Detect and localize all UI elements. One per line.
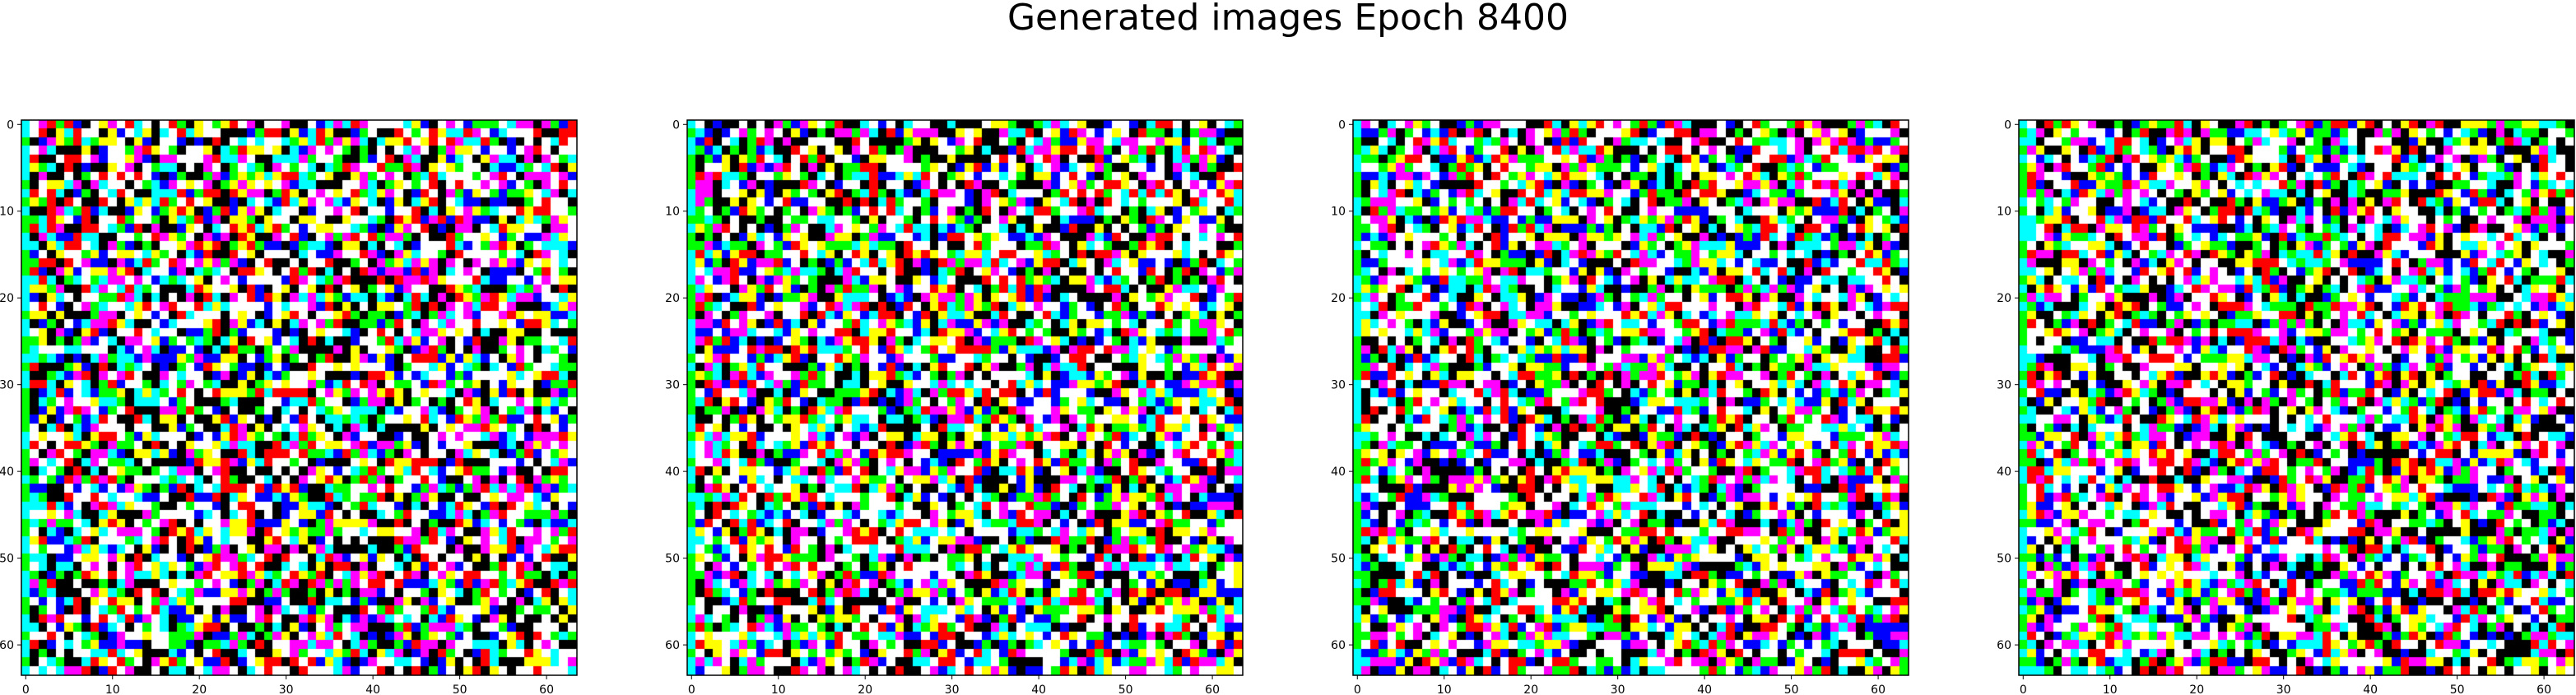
y-tick-label: 60 [1331,639,1346,652]
y-tick-label: 0 [2004,118,2011,132]
x-tick-label: 20 [2189,683,2204,695]
figure-title: Generated images Epoch 8400 [1007,0,1569,39]
x-tick-label: 40 [1031,683,1046,695]
x-tick-label: 30 [2276,683,2291,695]
x-tick-label: 50 [1784,683,1799,695]
x-tick-label: 20 [858,683,872,695]
image-panel-3: 0 10 20 30 40 50 60 0 10 20 30 40 50 60 [1331,118,1909,695]
x-tick-label: 0 [688,683,695,695]
x-tick-label: 10 [771,683,786,695]
y-tick-label: 40 [0,466,14,479]
axes-frame [686,119,1244,676]
image-panel-4: 0 10 20 30 40 50 60 0 10 20 30 40 50 60 [1997,118,2575,695]
y-tick-label: 10 [1997,206,2011,219]
axes-frame [2018,119,2575,676]
image-panel-1: 0 10 20 30 40 50 60 0 10 20 30 40 50 60 [0,118,578,695]
x-tick-label: 30 [945,683,960,695]
y-tick-label: 10 [1331,206,1346,219]
y-tick-label: 10 [0,206,14,219]
y-tick-label: 50 [665,553,680,566]
y-tick-label: 50 [0,553,14,566]
x-tick-label: 10 [105,683,120,695]
y-tick-label: 30 [665,379,680,392]
x-tick-label: 40 [1697,683,1712,695]
y-tick-label: 60 [665,639,680,652]
x-tick-label: 20 [1523,683,1538,695]
x-tick-label: 50 [453,683,467,695]
y-tick-label: 20 [1997,292,2011,305]
x-tick-label: 50 [1118,683,1133,695]
x-tick-label: 0 [1354,683,1361,695]
x-tick-label: 40 [2363,683,2378,695]
x-tick-label: 10 [2103,683,2118,695]
x-tick-label: 60 [1205,683,1220,695]
x-tick-label: 60 [2536,683,2551,695]
x-tick-label: 30 [1611,683,1625,695]
x-tick-label: 0 [22,683,30,695]
generated-image [2019,120,2574,675]
y-tick-label: 40 [1331,466,1346,479]
y-tick-label: 40 [665,466,680,479]
y-tick-label: 0 [7,118,14,132]
x-tick-label: 60 [1871,683,1886,695]
x-tick-label: 30 [279,683,294,695]
axes-frame [1352,119,1909,676]
y-tick-label: 30 [1331,379,1346,392]
y-tick-label: 20 [1331,292,1346,305]
y-tick-label: 50 [1997,553,2011,566]
y-tick-label: 0 [1338,118,1346,132]
x-tick-label: 20 [192,683,207,695]
axes-frame [21,119,578,676]
x-tick-label: 50 [2450,683,2465,695]
y-tick-label: 60 [1997,639,2011,652]
y-tick-label: 20 [665,292,680,305]
y-tick-label: 30 [1997,379,2011,392]
y-tick-label: 40 [1997,466,2011,479]
generated-image [687,120,1243,675]
x-tick-label: 60 [539,683,554,695]
x-tick-label: 40 [365,683,380,695]
generated-image [21,120,577,675]
image-panel-2: 0 10 20 30 40 50 60 0 10 20 30 40 50 60 [665,118,1244,695]
y-tick-label: 60 [0,639,14,652]
x-tick-label: 10 [1437,683,1452,695]
y-tick-label: 30 [0,379,14,392]
y-tick-label: 50 [1331,553,1346,566]
y-tick-label: 10 [665,206,680,219]
y-tick-label: 20 [0,292,14,305]
x-tick-label: 0 [2020,683,2027,695]
generated-image [1353,120,1909,675]
y-tick-label: 0 [672,118,680,132]
